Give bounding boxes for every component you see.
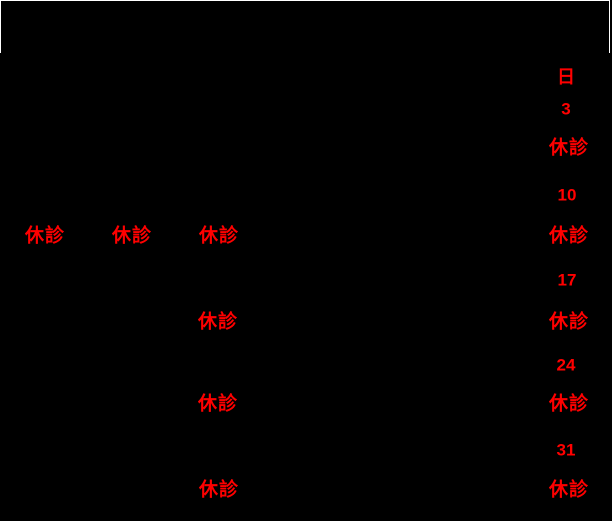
closed-marker-week2-sunday: 休診 [548,225,590,247]
sunday-column-header: 日 [557,67,575,87]
closed-marker-week2-tuesday: 休診 [111,225,153,247]
closed-marker-week3-sunday: 休診 [548,311,590,333]
closed-marker-week4-sunday: 休診 [548,393,590,415]
sunday-date-week3: 17 [557,270,577,290]
sunday-date-week2: 10 [557,185,577,205]
sunday-date-week5: 31 [556,440,576,460]
closed-marker-week1-sunday: 休診 [548,137,590,159]
sunday-date-week4: 24 [556,355,576,375]
calendar-title-bar [0,0,610,53]
closed-marker-week2-wednesday: 休診 [198,225,240,247]
closed-marker-week3-wednesday: 休診 [197,311,239,333]
closed-marker-week2-monday: 休診 [24,225,66,247]
sunday-date-week1: 3 [561,99,571,119]
closed-marker-week4-wednesday: 休診 [197,393,239,415]
closed-marker-week5-sunday: 休診 [548,479,590,501]
closed-marker-week5-wednesday: 休診 [198,479,240,501]
